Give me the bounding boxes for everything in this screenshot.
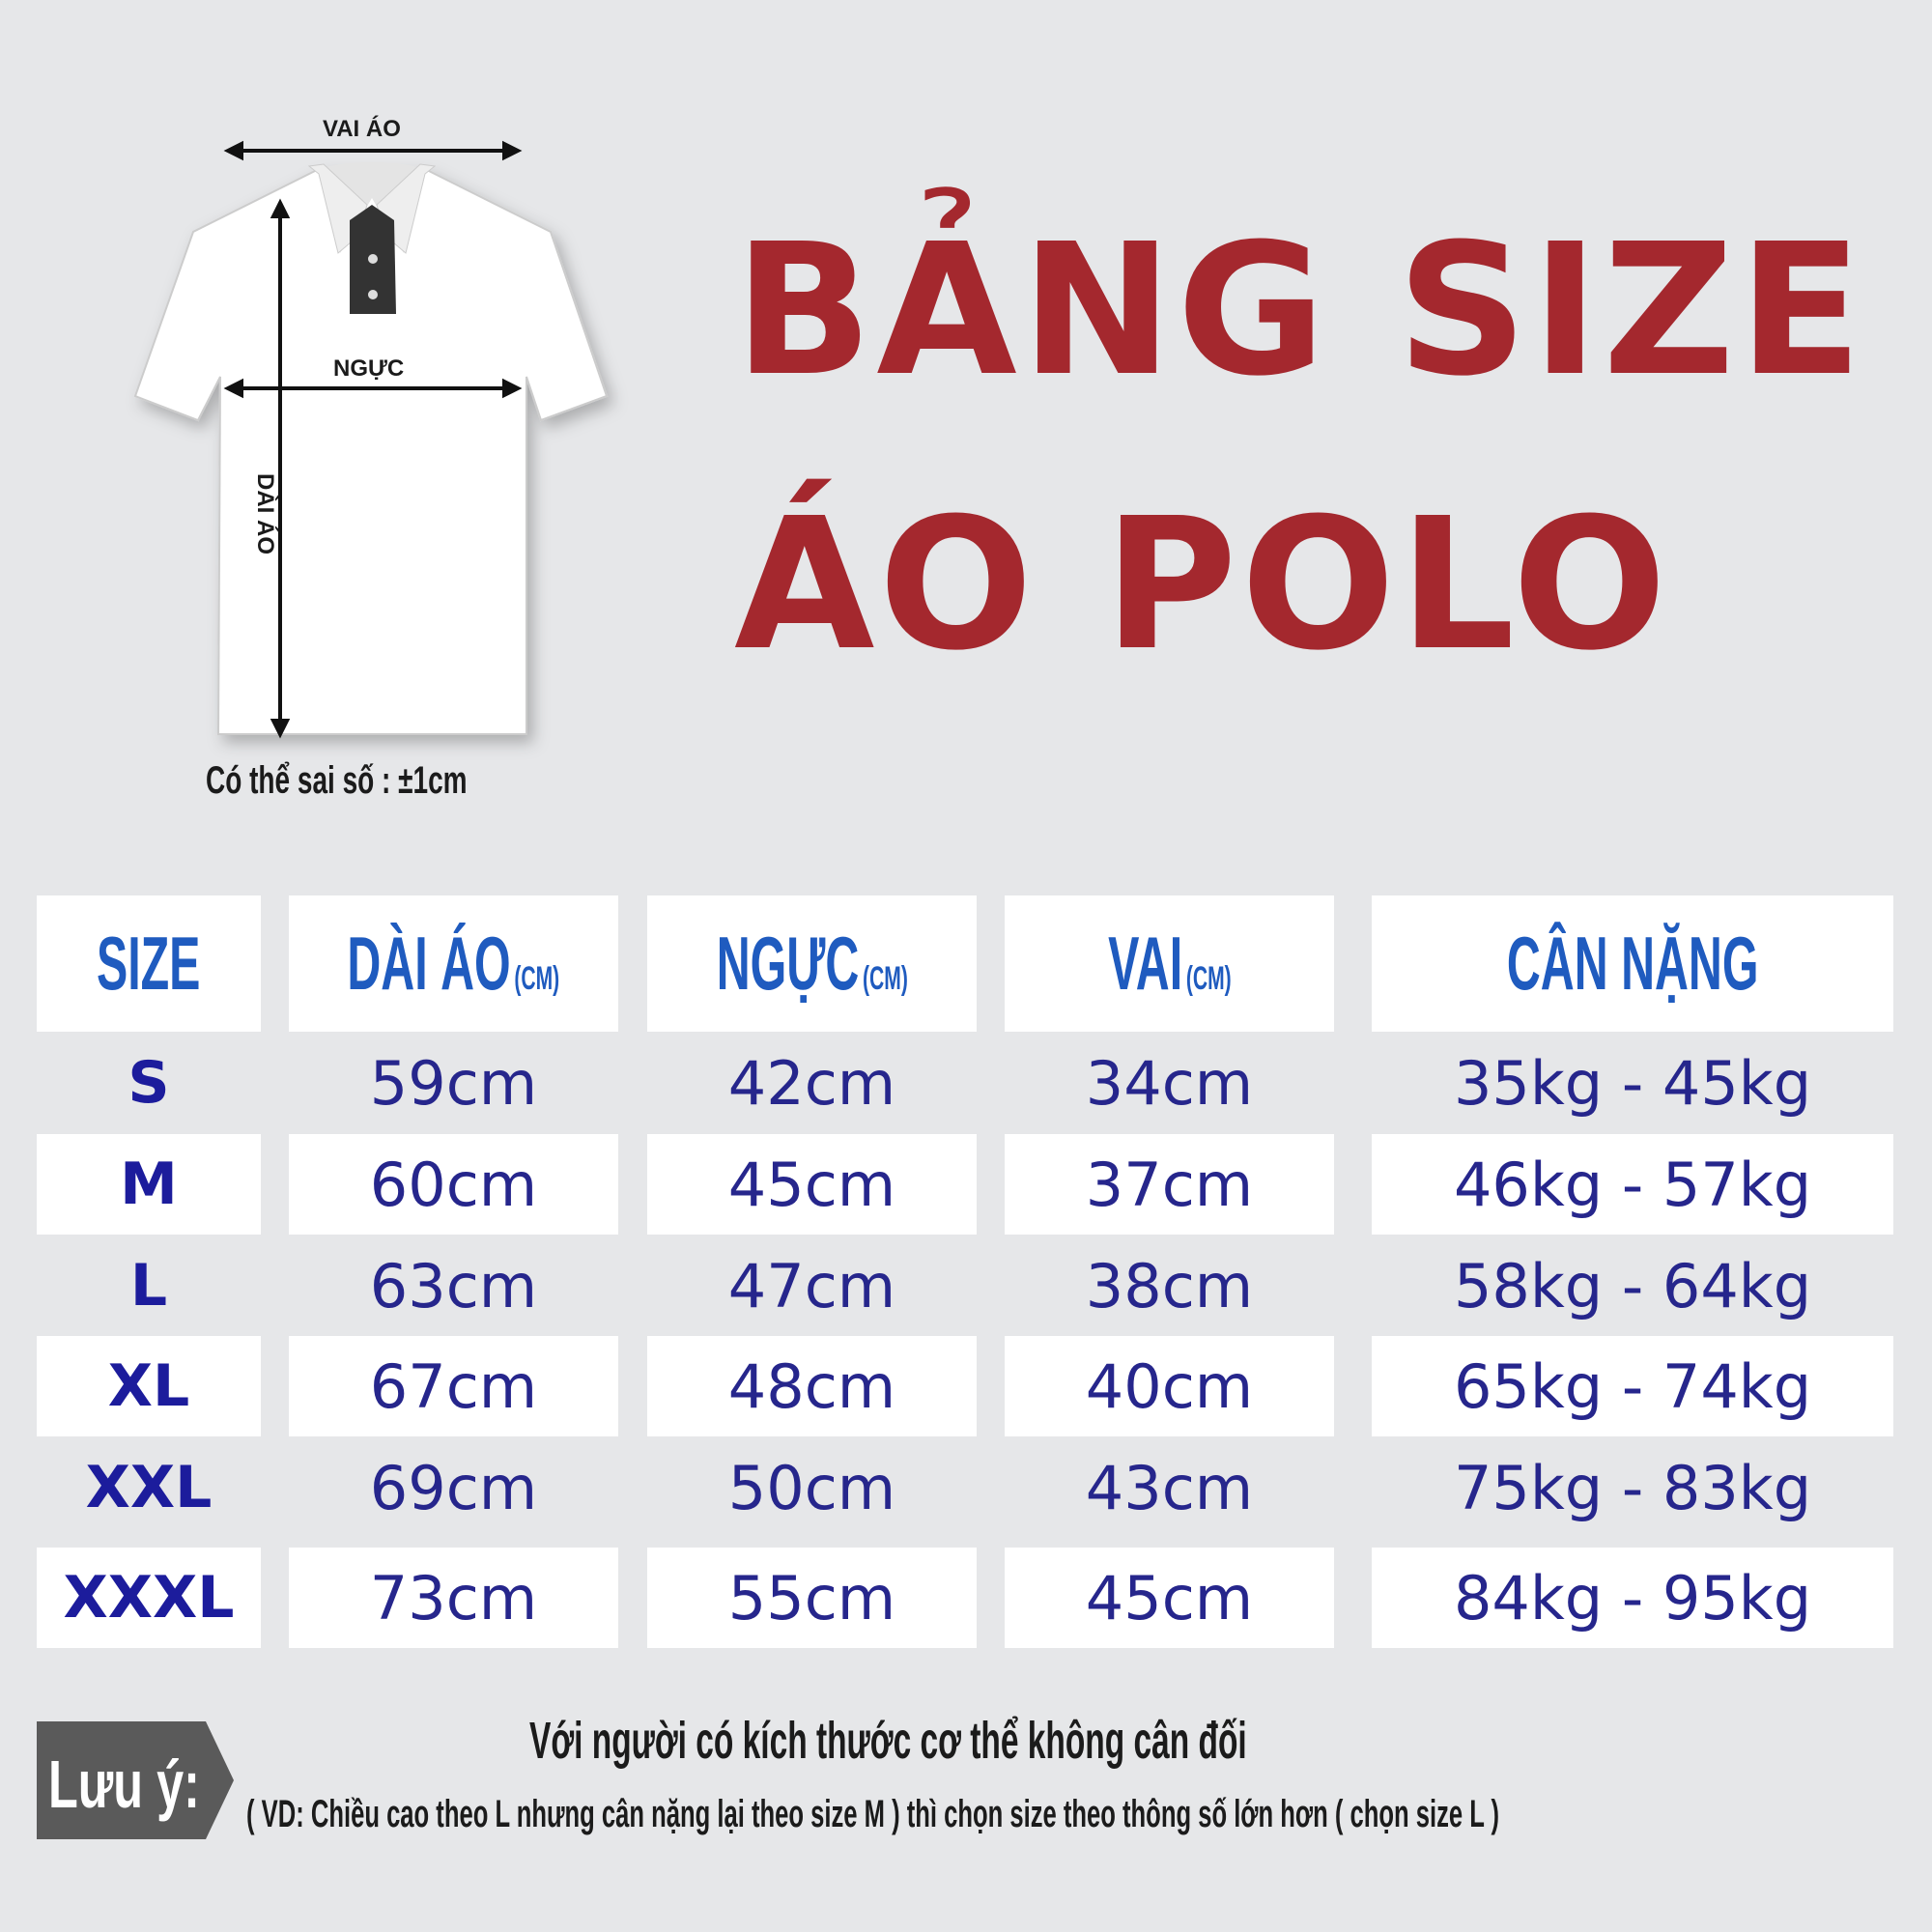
- header-unit: (CM): [1185, 960, 1232, 997]
- header-size: SIZE: [37, 895, 261, 1032]
- note-line-1: Với người có kích thước cơ thể không cân…: [529, 1712, 1247, 1770]
- value-cell: 63cm: [369, 1250, 538, 1321]
- value-cell: 58kg - 64kg: [1453, 1250, 1812, 1321]
- note-label: Lưu ý:: [48, 1747, 200, 1822]
- header-dài-áo: DÀI ÁO (CM): [289, 895, 618, 1032]
- value-cell: 75kg - 83kg: [1453, 1452, 1812, 1523]
- value-cell: 40cm: [1005, 1336, 1334, 1436]
- size-cell: S: [128, 1049, 170, 1117]
- value-cell: 50cm: [727, 1452, 896, 1523]
- header-unit: (CM): [514, 960, 560, 997]
- value-cell: 60cm: [289, 1134, 618, 1235]
- value-cell: 34cm: [1085, 1047, 1254, 1119]
- shoulder-label: VAI ÁO: [323, 116, 401, 142]
- header-cân-nặng: CÂN NẶNG: [1372, 895, 1893, 1032]
- length-label: DÀI ÁO: [252, 473, 278, 554]
- value-cell: 65kg - 74kg: [1372, 1336, 1893, 1436]
- header-label: SIZE: [97, 921, 201, 1006]
- header-label: CÂN NẶNG: [1506, 921, 1759, 1006]
- value-cell: 45cm: [647, 1134, 977, 1235]
- note-label-badge: [37, 1721, 234, 1839]
- value-cell: 38cm: [1085, 1250, 1254, 1321]
- title-line-1: BẢNG SIZE: [734, 205, 1866, 416]
- value-cell: 43cm: [1085, 1452, 1254, 1523]
- value-cell: 55cm: [647, 1548, 977, 1648]
- header-ngực: NGỰC (CM): [647, 895, 977, 1032]
- value-cell: 84kg - 95kg: [1372, 1548, 1893, 1648]
- value-cell: 35kg - 45kg: [1453, 1047, 1812, 1119]
- header-label: NGỰC: [716, 921, 860, 1006]
- header-unit: (CM): [862, 960, 908, 997]
- header-label: DÀI ÁO: [347, 921, 511, 1006]
- polo-shirt-diagram: [133, 140, 609, 739]
- value-cell: 37cm: [1005, 1134, 1334, 1235]
- chest-label: NGỰC: [333, 355, 405, 382]
- note-line-2: ( VD: Chiều cao theo L nhưng cân nặng lạ…: [246, 1793, 1500, 1835]
- size-cell: XXXL: [37, 1548, 261, 1648]
- value-cell: 69cm: [369, 1452, 538, 1523]
- value-cell: 67cm: [289, 1336, 618, 1436]
- size-cell: XXL: [85, 1454, 213, 1521]
- value-cell: 45cm: [1005, 1548, 1334, 1648]
- size-cell: M: [37, 1134, 261, 1235]
- header-label: VAI: [1107, 921, 1182, 1006]
- value-cell: 47cm: [727, 1250, 896, 1321]
- title-line-2: ÁO POLO: [734, 479, 1671, 691]
- value-cell: 73cm: [289, 1548, 618, 1648]
- header-vai: VAI (CM): [1005, 895, 1334, 1032]
- size-cell: L: [129, 1252, 168, 1320]
- value-cell: 46kg - 57kg: [1372, 1134, 1893, 1235]
- value-cell: 48cm: [647, 1336, 977, 1436]
- value-cell: 42cm: [727, 1047, 896, 1119]
- size-cell: XL: [37, 1336, 261, 1436]
- value-cell: 59cm: [369, 1047, 538, 1119]
- tolerance-note: Có thể sai số : ±1cm: [206, 759, 468, 802]
